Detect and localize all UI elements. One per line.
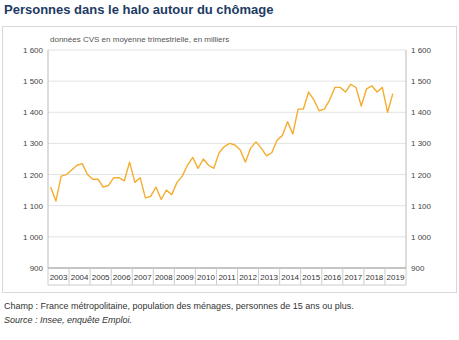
note: Source : Insee, enquête Emploi. [4,315,132,325]
x-tick-label: 2017 [344,273,362,282]
x-axis-box-line [48,285,406,286]
chart-frame [3,27,457,293]
x-tick [216,268,217,285]
x-tick-label: 2009 [176,273,194,282]
grid-line [48,205,406,206]
grid-line [48,50,406,51]
y2-tick-label: 1 600 [411,46,432,55]
y2-axis-line [406,50,407,268]
x-tick [90,268,91,285]
y2-tick-label: 1 100 [411,202,432,211]
grid-line [48,112,406,113]
y2-tick-label: 900 [411,264,425,273]
x-axis-line [48,268,406,269]
y-axis-line [48,50,49,268]
plot-area [51,84,393,201]
note: Champ : France métropolitaine, populatio… [4,301,354,311]
x-tick-label: 2015 [302,273,320,282]
x-tick [132,268,133,285]
data-line [51,84,393,201]
x-tick [69,268,70,285]
grid-line [48,174,406,175]
x-tick [111,268,112,285]
x-tick [48,268,49,285]
x-tick-label: 2018 [366,273,384,282]
x-tick [363,268,364,285]
x-tick-label: 2005 [92,273,110,282]
x-tick [321,268,322,285]
grid-line [48,236,406,237]
y-tick-label: 1 200 [23,171,44,180]
y2-tick-label: 1 300 [411,139,432,148]
y-tick-label: 1 100 [23,202,44,211]
y-tick-label: 1 300 [23,139,44,148]
y-tick-label: 1 600 [23,46,44,55]
y2-tick-label: 1 200 [411,171,432,180]
x-tick-label: 2012 [239,273,257,282]
x-tick [174,268,175,285]
x-axis-box-end [406,268,407,285]
title: Personnes dans le halo autour du chômage [4,2,273,17]
x-tick-label: 2007 [134,273,152,282]
x-tick-label: 2019 [387,273,405,282]
grid-line [48,81,406,82]
subtitle: données CVS en moyenne trimestrielle, en… [50,35,229,44]
y-tick-label: 900 [30,264,44,273]
y-tick-label: 1 400 [23,108,44,117]
x-tick-label: 2004 [71,273,89,282]
x-tick-label: 2016 [323,273,341,282]
x-tick-label: 2008 [155,273,173,282]
x-tick [153,268,154,285]
x-tick-label: 2006 [113,273,131,282]
x-tick [195,268,196,285]
chart: Personnes dans le halo autour du chômage… [0,0,459,340]
x-tick [279,268,280,285]
x-tick [258,268,259,285]
y-tick-label: 1 000 [23,233,44,242]
x-tick [237,268,238,285]
x-tick-label: 2010 [197,273,215,282]
y2-tick-label: 1 500 [411,77,432,86]
y2-tick-label: 1 000 [411,233,432,242]
y-tick-label: 1 500 [23,77,44,86]
x-tick-label: 2011 [218,273,236,282]
y2-tick-label: 1 400 [411,108,432,117]
x-tick-label: 2014 [281,273,299,282]
x-tick [300,268,301,285]
x-tick [342,268,343,285]
x-tick [384,268,385,285]
grid-line [48,143,406,144]
x-tick-label: 2013 [260,273,278,282]
x-tick-label: 2003 [50,273,68,282]
grid-line [48,268,406,269]
